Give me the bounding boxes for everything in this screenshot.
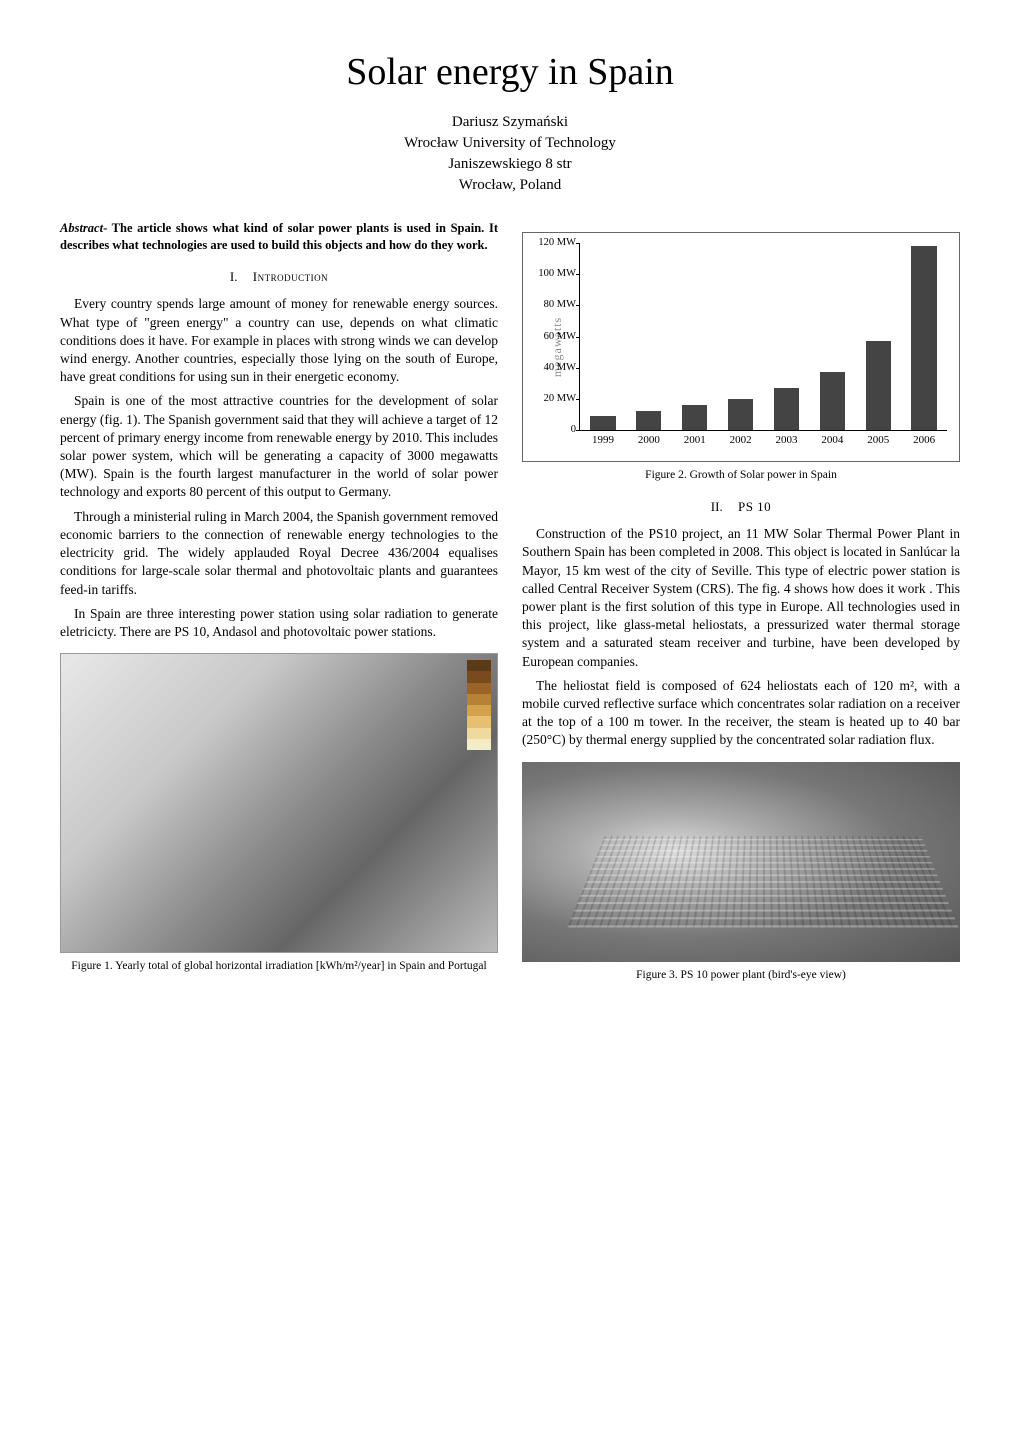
bar: [590, 416, 615, 430]
legend-swatch: [467, 671, 491, 682]
figure-1-caption: Figure 1. Yearly total of global horizon…: [60, 959, 498, 975]
y-tick-mark: [576, 399, 580, 400]
figure-2-plot-area: 020 MW40 MW60 MW80 MW100 MW120 MW1999200…: [579, 243, 947, 431]
section-roman: II.: [711, 499, 723, 514]
x-tick-label: 2000: [638, 433, 660, 448]
y-tick-mark: [576, 368, 580, 369]
bar: [820, 372, 845, 430]
figure-3-caption: Figure 3. PS 10 power plant (bird's-eye …: [522, 968, 960, 984]
x-tick-label: 2005: [867, 433, 889, 448]
x-tick-label: 2002: [730, 433, 752, 448]
section-roman: I.: [230, 269, 238, 284]
figure-2-caption: Figure 2. Growth of Solar power in Spain: [522, 468, 960, 484]
figure-1: Figure 1. Yearly total of global horizon…: [60, 653, 498, 975]
bar: [866, 341, 891, 430]
legend-swatch: [467, 728, 491, 739]
author-block: Dariusz Szymański Wrocław University of …: [60, 112, 960, 196]
figure-1-legend: [467, 660, 491, 750]
y-tick-label: 60 MW: [544, 329, 580, 343]
legend-swatch: [467, 716, 491, 727]
bar: [682, 405, 707, 430]
paragraph: Through a ministerial ruling in March 20…: [60, 508, 498, 599]
bar: [774, 388, 799, 430]
y-tick-mark: [576, 305, 580, 306]
x-tick-label: 1999: [592, 433, 614, 448]
x-tick-label: 2004: [821, 433, 843, 448]
y-tick-mark: [576, 430, 580, 431]
legend-swatch: [467, 683, 491, 694]
x-tick-label: 2006: [913, 433, 935, 448]
abstract-label: Abstract: [60, 221, 103, 235]
y-tick-label: 40 MW: [544, 361, 580, 375]
paragraph: In Spain are three interesting power sta…: [60, 605, 498, 641]
y-tick-label: 100 MW: [538, 267, 580, 281]
figure-3-heliostat-rows: [567, 836, 959, 927]
figure-3: Figure 3. PS 10 power plant (bird's-eye …: [522, 762, 960, 984]
author-name: Dariusz Szymański: [60, 112, 960, 133]
y-tick-mark: [576, 337, 580, 338]
bar: [728, 399, 753, 430]
y-tick-label: 80 MW: [544, 298, 580, 312]
section-heading-ps10: II. PS 10: [522, 498, 960, 516]
author-address: Janiszewskiego 8 str: [60, 154, 960, 175]
two-column-layout: Abstract- The article shows what kind of…: [60, 220, 960, 991]
y-tick-label: 120 MW: [538, 236, 580, 250]
figure-3-image: [522, 762, 960, 962]
abstract-text: - The article shows what kind of solar p…: [60, 221, 498, 252]
bar: [911, 246, 936, 430]
x-tick-label: 2003: [775, 433, 797, 448]
bar: [636, 411, 661, 430]
section-heading-introduction: I. Introduction: [60, 268, 498, 286]
legend-swatch: [467, 694, 491, 705]
left-column: Abstract- The article shows what kind of…: [60, 220, 498, 991]
paragraph: The heliostat field is composed of 624 h…: [522, 677, 960, 750]
author-city: Wrocław, Poland: [60, 175, 960, 196]
figure-1-image: [60, 653, 498, 953]
author-affiliation: Wrocław University of Technology: [60, 133, 960, 154]
abstract: Abstract- The article shows what kind of…: [60, 220, 498, 254]
paragraph: Every country spends large amount of mon…: [60, 295, 498, 386]
section-title: PS 10: [738, 499, 771, 514]
paragraph: Construction of the PS10 project, an 11 …: [522, 525, 960, 671]
x-tick-label: 2001: [684, 433, 706, 448]
legend-swatch: [467, 739, 491, 750]
y-tick-label: 20 MW: [544, 392, 580, 406]
section-title: Introduction: [253, 269, 328, 284]
y-tick-mark: [576, 274, 580, 275]
figure-2-chart: megawatts 020 MW40 MW60 MW80 MW100 MW120…: [522, 232, 960, 462]
paragraph: Spain is one of the most attractive coun…: [60, 392, 498, 501]
legend-swatch: [467, 660, 491, 671]
right-column: megawatts 020 MW40 MW60 MW80 MW100 MW120…: [522, 220, 960, 991]
y-tick-mark: [576, 243, 580, 244]
page-title: Solar energy in Spain: [60, 50, 960, 94]
figure-2: megawatts 020 MW40 MW60 MW80 MW100 MW120…: [522, 232, 960, 484]
legend-swatch: [467, 705, 491, 716]
